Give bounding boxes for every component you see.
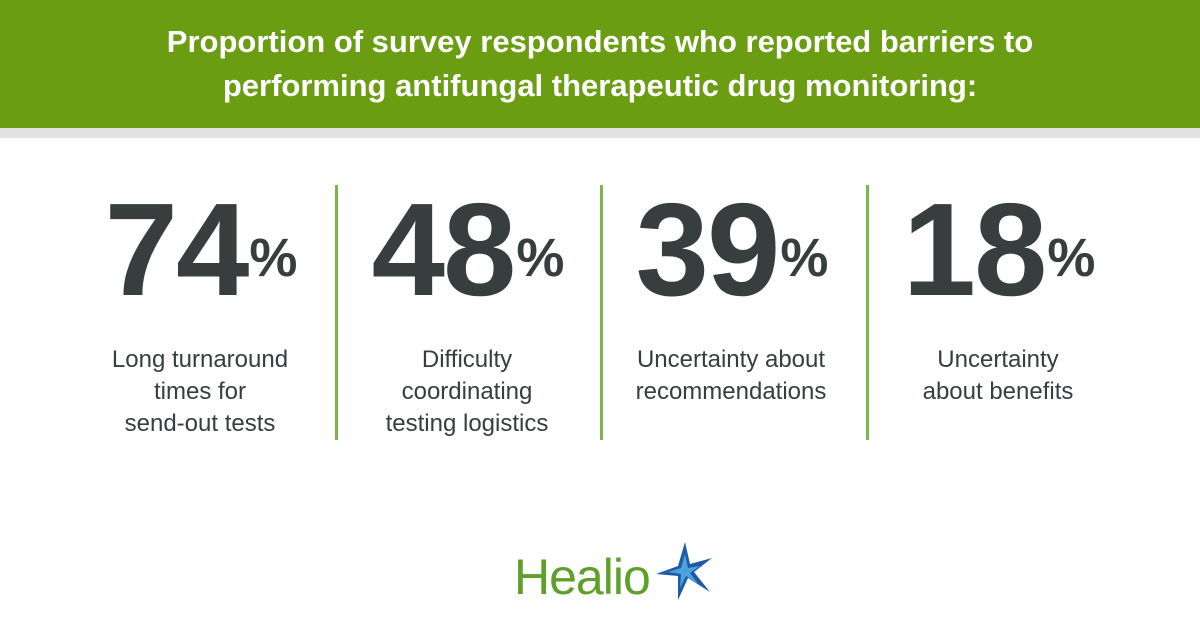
logo-star	[656, 542, 712, 600]
stat-label: Uncertainty about benefits	[866, 344, 1130, 408]
stat: 48% Difficulty coordinating testing logisti…	[335, 180, 599, 440]
label-line: send-out tests	[124, 410, 276, 437]
stat-label: Uncertainty about recommendations	[599, 344, 863, 408]
label-line: Long turnaround	[111, 346, 289, 373]
divider	[600, 185, 603, 440]
label-line: recommendations	[635, 378, 827, 405]
star-inner	[668, 554, 700, 588]
stat-unit: %	[780, 228, 828, 288]
header: Proportion of survey respondents who rep…	[0, 0, 1200, 128]
title-line: performing antifungal therapeutic drug m…	[222, 68, 978, 103]
label-line: Uncertainty	[937, 346, 1059, 373]
stat-value: 39	[635, 176, 781, 323]
label-line: times for	[153, 378, 246, 405]
label-line: coordinating	[401, 378, 533, 405]
stat-unit: %	[249, 228, 297, 288]
stat-value: 48	[371, 176, 517, 323]
stat-unit: %	[516, 228, 564, 288]
stat-number: 48%	[335, 180, 599, 320]
divider	[865, 185, 869, 440]
stat-label: Difficulty coordinating testing logistics	[335, 344, 599, 440]
stat: 18% Uncertainty about benefits	[866, 180, 1130, 408]
header-strip	[0, 128, 1200, 138]
stat-value: 18	[902, 176, 1048, 323]
title-line: Proportion of survey respondents who rep…	[166, 24, 1034, 59]
stat-unit: %	[1047, 228, 1095, 288]
stat: 39% Uncertainty about recommendations	[599, 180, 863, 408]
label-line: testing logistics	[385, 410, 549, 437]
logo-text: Healio	[514, 549, 651, 605]
divider	[334, 185, 338, 440]
label-line: Difficulty	[421, 346, 513, 373]
stat-number: 39%	[599, 180, 863, 320]
stat: 74% Long turnaround times for send-out test…	[68, 180, 332, 440]
label-line: Uncertainty about	[636, 346, 826, 373]
stat-number: 74%	[68, 180, 332, 320]
stat-label: Long turnaround times for send-out tests	[68, 344, 332, 440]
stat-number: 18%	[866, 180, 1130, 320]
stat-value: 74	[104, 176, 250, 323]
label-line: about benefits	[922, 378, 1074, 405]
